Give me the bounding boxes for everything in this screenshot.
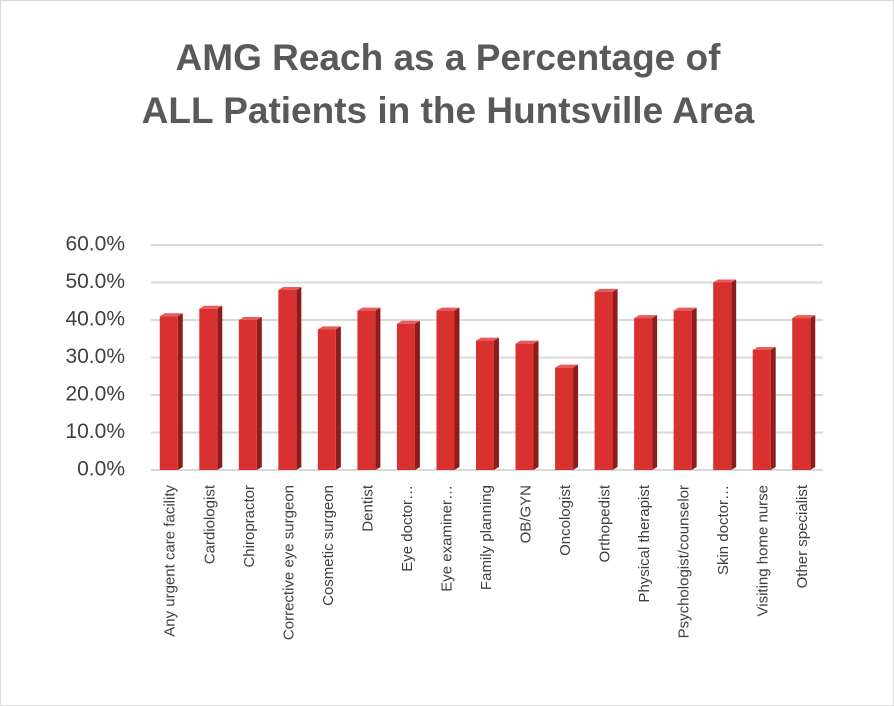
bar-front [159, 316, 178, 470]
bar-side [296, 287, 302, 470]
x-tick-label: Skin doctor… [715, 485, 732, 575]
bar-front [594, 291, 613, 470]
x-tick-label: Physical therapist [636, 484, 653, 602]
chart-title: AMG Reach as a Percentage of ALL Patient… [141, 37, 755, 131]
bar-top [159, 313, 183, 317]
x-tick-label: Visiting home nurse [755, 485, 772, 616]
bar-front [436, 310, 455, 470]
y-tick-label: 30.0% [65, 345, 125, 368]
y-tick-label: 20.0% [65, 383, 125, 406]
bar-side [177, 313, 183, 470]
bar-front [634, 318, 653, 470]
bar-side [335, 326, 341, 470]
bar-top [238, 317, 262, 320]
bar-top [594, 288, 618, 292]
bar-front [199, 308, 218, 470]
bar-side [770, 347, 776, 470]
bar-side [612, 288, 618, 470]
bar-top [476, 337, 499, 341]
bar [357, 307, 381, 470]
bar-top [752, 347, 776, 350]
bar-top [792, 315, 816, 319]
bar-top [634, 315, 658, 319]
bar-top [555, 364, 579, 368]
bar-side [731, 279, 737, 470]
bar-front [673, 310, 692, 470]
bar [238, 317, 262, 470]
bar-side [691, 307, 697, 470]
x-tick-label: Dentist [359, 484, 376, 532]
bar [792, 315, 816, 470]
bar [396, 320, 420, 470]
x-tick-label: Orthopedist [597, 484, 614, 562]
bar-side [414, 320, 420, 470]
bar [634, 315, 658, 470]
x-tick-label: Psychologist/counselor [676, 485, 693, 638]
y-tick-label: 60.0% [65, 233, 125, 256]
bar-side [652, 315, 658, 470]
bar-top [317, 326, 341, 330]
x-tick-label: Other specialist [794, 484, 811, 588]
bar-side [454, 307, 460, 470]
bar-side [573, 364, 579, 470]
bar-top [713, 279, 737, 283]
x-tick-label: Family planning [478, 485, 495, 590]
x-tick-label: OB/GYN [517, 485, 534, 543]
bar [713, 279, 737, 470]
bar [476, 337, 499, 470]
bar [199, 305, 223, 470]
bar-front [357, 310, 376, 470]
bar-side [256, 317, 262, 470]
bar-front [278, 290, 297, 470]
x-tick-label: Eye examiner… [438, 485, 455, 592]
bar [436, 307, 460, 470]
bar-side [217, 305, 223, 470]
bar [594, 288, 618, 470]
y-tick-label: 50.0% [65, 270, 125, 293]
bar-front [317, 329, 336, 470]
x-tick-label: Cardiologist [201, 484, 218, 564]
bar [278, 287, 302, 470]
bar [159, 313, 183, 470]
bar-front [238, 320, 257, 470]
x-tick-label: Corrective eye surgeon [280, 485, 297, 640]
y-tick-label: 40.0% [65, 308, 125, 331]
bar [752, 347, 776, 470]
x-tick-label: Eye doctor… [399, 485, 416, 572]
y-tick-label: 10.0% [65, 420, 125, 443]
bar [555, 364, 579, 470]
bar-front [515, 343, 534, 470]
bar-front [476, 340, 494, 470]
bar-top [199, 305, 223, 309]
x-tick-label: Any urgent care facility [162, 485, 179, 637]
bar-front [792, 318, 811, 470]
bar [515, 340, 539, 470]
bar-front [752, 350, 771, 470]
bar-front [713, 282, 732, 470]
x-tick-label: Oncologist [557, 484, 574, 556]
bar-front [396, 323, 415, 470]
bar-top [278, 287, 302, 290]
bar-top [396, 320, 420, 324]
bar [673, 307, 697, 470]
bar-side [494, 337, 499, 470]
bar-side [375, 307, 381, 470]
bar-top [436, 307, 460, 311]
bar-front [555, 367, 574, 470]
bar-top [673, 307, 697, 311]
bar-side [533, 340, 539, 470]
bar-top [515, 340, 539, 344]
bar-side [810, 315, 816, 470]
x-tick-label: Cosmetic surgeon [320, 485, 337, 606]
bar [317, 326, 341, 470]
x-tick-label: Chiropractor [241, 485, 258, 568]
bar-top [357, 307, 381, 311]
y-tick-label: 0.0% [77, 458, 125, 481]
